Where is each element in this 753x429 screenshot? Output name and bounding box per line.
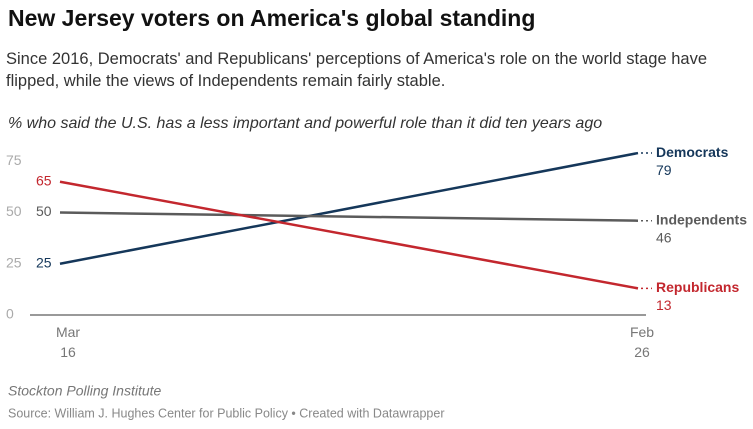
subtitle-box: Since 2016, Democrats' and Republicans' … [6, 50, 708, 90]
legend-entry: Independents [656, 211, 747, 227]
y-tick-label: 50 [6, 203, 22, 219]
chart-source: Stockton Polling Institute [8, 383, 162, 399]
chart-description: % who said the U.S. has a less important… [8, 115, 602, 132]
end-label: 79 [656, 162, 672, 178]
chart-subtitle: Since 2016, Democrats' and Republicans' … [6, 50, 708, 90]
start-label: 50 [36, 203, 52, 219]
y-tick-label: 25 [6, 254, 22, 270]
line [59, 180, 639, 290]
chart-notes: Source: William J. Hughes Center for Pub… [8, 406, 445, 420]
line [59, 151, 639, 265]
start-label: 25 [36, 254, 52, 270]
y-tick-label: 75 [6, 152, 22, 168]
end-label: 13 [656, 297, 672, 313]
line [59, 211, 639, 222]
x-tick-label: Mar 16 [55, 324, 81, 360]
end-label: 46 [656, 229, 672, 245]
start-label: 65 [36, 172, 52, 188]
x-tick-label: Feb 26 [629, 324, 655, 360]
legend-entry: Republicans [656, 279, 739, 295]
legend-entry: Democrats [656, 144, 729, 160]
y-tick-label: 0 [6, 306, 14, 322]
chart-title: New Jersey voters on America's global st… [8, 5, 535, 31]
